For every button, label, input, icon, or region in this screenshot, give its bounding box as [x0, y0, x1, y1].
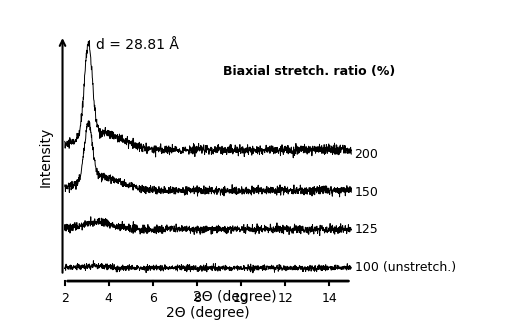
Text: 10: 10: [233, 292, 249, 305]
Text: 6: 6: [149, 292, 157, 305]
Text: Intensity: Intensity: [39, 127, 53, 187]
Text: Biaxial stretch. ratio (%): Biaxial stretch. ratio (%): [224, 65, 395, 78]
Text: 2Θ (degree): 2Θ (degree): [166, 306, 250, 320]
Text: 4: 4: [105, 292, 113, 305]
Text: 150: 150: [355, 186, 378, 199]
Text: 125: 125: [355, 223, 378, 237]
X-axis label: 2Θ (degree): 2Θ (degree): [193, 290, 276, 304]
Text: 100 (unstretch.): 100 (unstretch.): [355, 261, 456, 274]
Text: 8: 8: [193, 292, 201, 305]
Text: 14: 14: [321, 292, 337, 305]
Text: 2: 2: [61, 292, 69, 305]
Text: 12: 12: [277, 292, 293, 305]
Text: d = 28.81 Å: d = 28.81 Å: [96, 38, 179, 52]
Text: 200: 200: [355, 148, 378, 160]
